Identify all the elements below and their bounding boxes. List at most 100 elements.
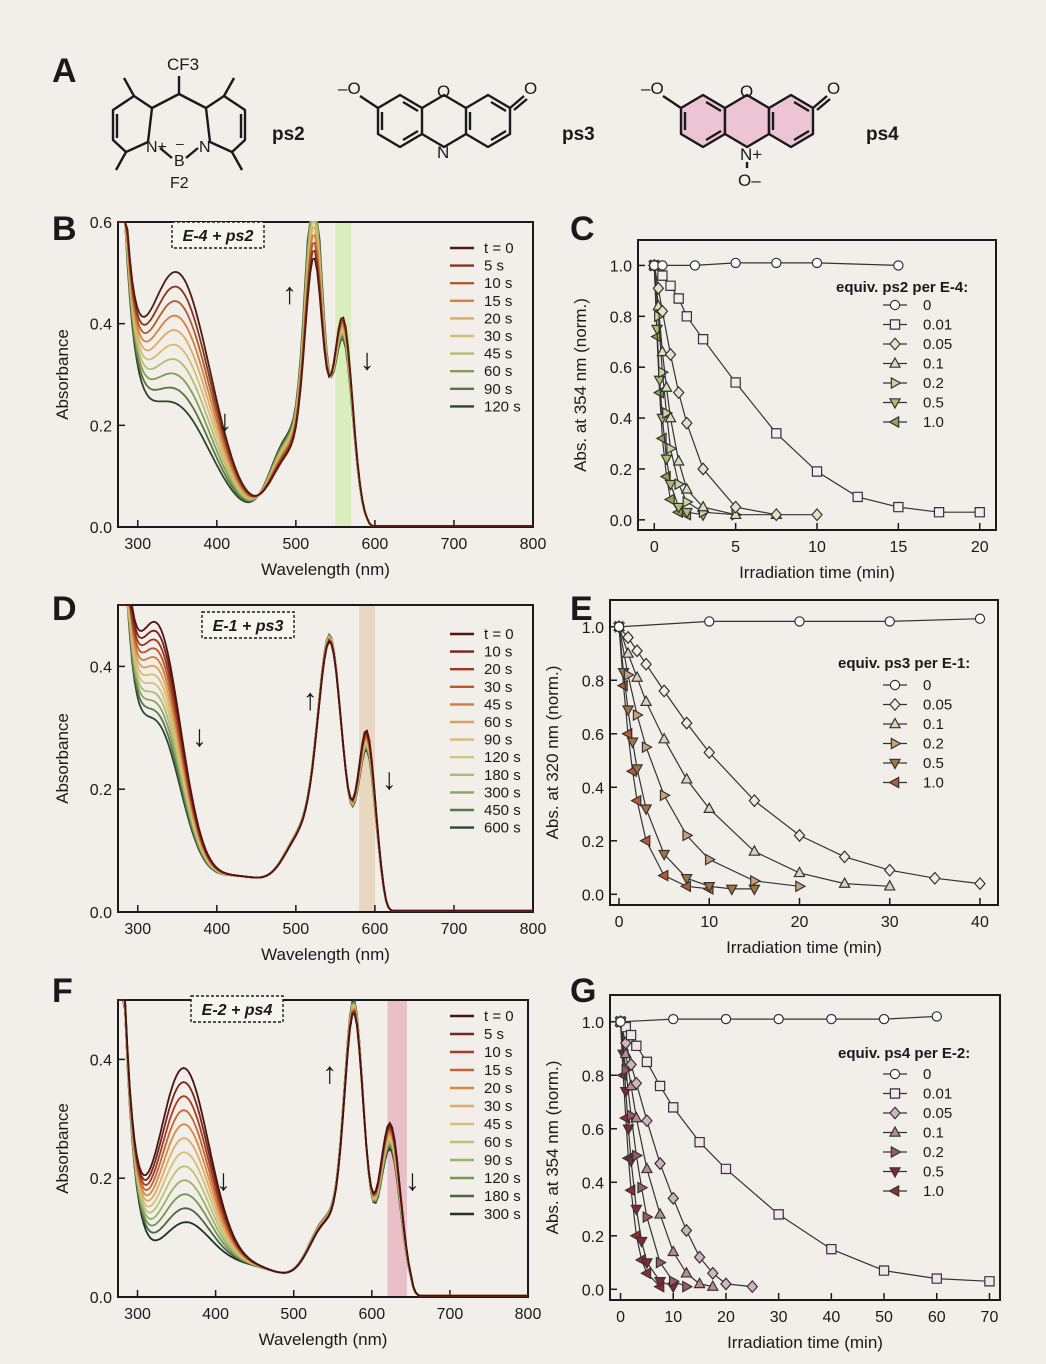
data-point bbox=[668, 1102, 679, 1113]
ps3-name: ps3 bbox=[562, 124, 595, 145]
data-point bbox=[811, 466, 823, 477]
x-tick-label: 500 bbox=[280, 1306, 307, 1323]
y-axis-label: Absorbance bbox=[53, 329, 72, 420]
legend-label: t = 0 bbox=[484, 626, 514, 643]
trend-arrow: ↑ bbox=[303, 683, 318, 716]
legend-label: t = 0 bbox=[484, 240, 514, 257]
tag-box bbox=[171, 221, 265, 249]
data-point bbox=[750, 874, 762, 887]
y-tick-label: 0.6 bbox=[582, 727, 604, 744]
data-point bbox=[883, 863, 896, 877]
y-tick-label: 0.8 bbox=[582, 1068, 604, 1085]
data-point bbox=[793, 828, 806, 843]
legend-label: 0.5 bbox=[923, 755, 944, 772]
data-point bbox=[615, 1016, 626, 1027]
data-point bbox=[771, 257, 782, 269]
data-point bbox=[720, 1277, 732, 1291]
x-tick-label: 10 bbox=[808, 539, 826, 556]
data-point bbox=[888, 776, 900, 789]
data-point bbox=[838, 876, 851, 888]
data-point bbox=[890, 737, 902, 750]
y-axis-label: Abs. at 354 nm (norm.) bbox=[543, 1061, 562, 1235]
data-point bbox=[706, 1266, 719, 1280]
data-point bbox=[635, 1236, 648, 1248]
data-point bbox=[631, 644, 643, 658]
data-point bbox=[682, 495, 694, 509]
data-point bbox=[974, 876, 986, 891]
panel-letter-d: D bbox=[52, 590, 77, 628]
data-point bbox=[720, 1163, 732, 1175]
series-line bbox=[118, 221, 533, 527]
data-point bbox=[653, 1276, 667, 1289]
x-tick-label: 600 bbox=[362, 536, 389, 553]
x-tick-label: 300 bbox=[124, 1306, 151, 1323]
ps4-o-ring-label: O bbox=[740, 82, 753, 101]
data-point bbox=[630, 1111, 643, 1123]
legend-label: 0 bbox=[923, 1066, 931, 1083]
data-point bbox=[673, 293, 684, 304]
data-point bbox=[625, 1029, 637, 1041]
data-point bbox=[729, 507, 742, 520]
data-point bbox=[974, 506, 985, 518]
x-tick-label: 800 bbox=[520, 536, 547, 553]
x-axis-label: Wavelength (nm) bbox=[261, 560, 390, 579]
data-point bbox=[794, 616, 805, 627]
plot-frame bbox=[609, 599, 999, 906]
x-tick-label: 0 bbox=[615, 914, 624, 931]
data-point bbox=[703, 881, 716, 894]
y-tick-label: 0.6 bbox=[582, 1122, 604, 1139]
data-point bbox=[672, 385, 685, 400]
data-point bbox=[660, 454, 673, 466]
data-point bbox=[656, 345, 669, 357]
data-point bbox=[889, 337, 901, 351]
data-point bbox=[630, 670, 644, 682]
tag-box bbox=[201, 611, 295, 639]
data-point bbox=[679, 880, 691, 893]
y-tick-label: 1.0 bbox=[610, 258, 632, 275]
chart-g: 0 10 20 30 40 50 60 70 0.0 0.2 0.4 0.6 0.8 1.0 Irradia… bbox=[543, 994, 1001, 1352]
y-tick-label: 0.6 bbox=[610, 360, 632, 377]
tag-label: E-4 + ps2 bbox=[183, 228, 254, 245]
data-point bbox=[889, 697, 901, 712]
legend-label: 450 s bbox=[484, 802, 521, 819]
legend-label: 90 s bbox=[484, 381, 512, 398]
x-axis-label: Irradiation time (min) bbox=[727, 1333, 883, 1352]
trend-arrow: ↓ bbox=[216, 1164, 231, 1197]
legend-label: 45 s bbox=[484, 696, 512, 713]
y-axis-label: Abs. at 354 nm (norm.) bbox=[571, 298, 590, 472]
data-point bbox=[703, 801, 716, 813]
data-point bbox=[652, 281, 665, 295]
x-tick-label: 10 bbox=[664, 1309, 682, 1326]
data-point bbox=[694, 1136, 705, 1148]
molecule-structures: CF3 N+ B – N F2 ps2 –O O N O ps3 –O O N+… bbox=[111, 55, 899, 192]
data-point bbox=[889, 679, 901, 691]
data-point bbox=[888, 1184, 900, 1198]
data-point bbox=[640, 1267, 652, 1280]
legend-label: 0.1 bbox=[923, 1125, 944, 1142]
data-point bbox=[746, 1279, 759, 1294]
x-axis-label: Wavelength (nm) bbox=[259, 1330, 388, 1349]
ps2-structure bbox=[111, 76, 247, 171]
legend-title: equiv. ps3 per E-1: bbox=[838, 655, 970, 672]
x-tick-label: 30 bbox=[881, 914, 899, 931]
data-point bbox=[773, 1013, 784, 1025]
data-point bbox=[626, 1109, 638, 1122]
panel-letter-f: F bbox=[52, 972, 73, 1010]
data-point bbox=[655, 1256, 667, 1269]
data-point bbox=[623, 668, 635, 681]
data-point bbox=[693, 1277, 706, 1289]
legend-label: 1.0 bbox=[923, 414, 944, 431]
data-point bbox=[706, 1279, 719, 1291]
data-point bbox=[889, 1068, 901, 1080]
ps3-o-ring-label: O bbox=[437, 82, 450, 101]
data-point bbox=[667, 1245, 680, 1257]
data-point bbox=[888, 415, 900, 429]
data-point bbox=[689, 260, 701, 271]
legend-label: 10 s bbox=[484, 1044, 512, 1061]
condition-tag: E-2 + ps4 bbox=[190, 995, 284, 1023]
plot-frame bbox=[609, 994, 1001, 1301]
data-point bbox=[697, 462, 709, 476]
data-point bbox=[888, 356, 902, 368]
y-tick-label: 1.0 bbox=[582, 1015, 604, 1032]
panel-letter-a: A bbox=[52, 52, 77, 90]
